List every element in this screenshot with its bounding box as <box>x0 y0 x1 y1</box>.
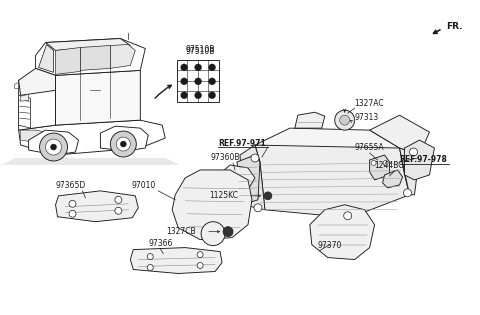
Polygon shape <box>399 148 420 195</box>
Circle shape <box>404 189 411 197</box>
Polygon shape <box>370 115 430 155</box>
Circle shape <box>39 133 68 161</box>
Polygon shape <box>29 130 78 155</box>
Circle shape <box>46 139 61 155</box>
Polygon shape <box>36 38 145 75</box>
Text: 97370: 97370 <box>318 241 342 249</box>
Text: 97655A: 97655A <box>355 143 384 152</box>
Circle shape <box>110 131 136 157</box>
Polygon shape <box>255 128 399 162</box>
Polygon shape <box>19 75 56 130</box>
Circle shape <box>197 262 203 268</box>
Circle shape <box>194 92 202 99</box>
Circle shape <box>69 200 76 207</box>
Circle shape <box>209 78 216 85</box>
Text: 97360B: 97360B <box>210 153 240 162</box>
Polygon shape <box>310 205 374 260</box>
Polygon shape <box>15 82 19 88</box>
Circle shape <box>50 144 57 150</box>
Circle shape <box>147 254 153 260</box>
Circle shape <box>115 207 122 214</box>
Circle shape <box>194 64 202 71</box>
Text: 97510B: 97510B <box>185 45 215 54</box>
Circle shape <box>69 210 76 217</box>
Text: 97366: 97366 <box>148 238 173 248</box>
Text: 97313: 97313 <box>355 113 379 122</box>
Circle shape <box>209 92 216 99</box>
Text: 97010: 97010 <box>132 181 156 190</box>
Circle shape <box>335 110 355 130</box>
Polygon shape <box>38 44 54 72</box>
Polygon shape <box>295 112 325 128</box>
Circle shape <box>371 160 376 165</box>
Polygon shape <box>405 140 434 180</box>
Circle shape <box>115 196 122 203</box>
Text: 1327CB: 1327CB <box>167 227 196 236</box>
Circle shape <box>180 78 188 85</box>
Circle shape <box>201 222 225 246</box>
Polygon shape <box>110 44 135 68</box>
Text: 1125KC: 1125KC <box>209 191 238 200</box>
Text: 97365D: 97365D <box>56 181 86 190</box>
Polygon shape <box>46 38 130 50</box>
Polygon shape <box>237 155 260 205</box>
Polygon shape <box>100 126 148 151</box>
Polygon shape <box>370 155 390 180</box>
Circle shape <box>344 212 352 220</box>
Polygon shape <box>56 191 138 222</box>
Polygon shape <box>215 165 255 192</box>
Polygon shape <box>0 158 180 165</box>
Text: 97510B: 97510B <box>185 48 215 56</box>
Circle shape <box>180 64 188 71</box>
Circle shape <box>254 204 262 212</box>
Text: 1327AC: 1327AC <box>355 99 384 108</box>
Text: 1244BG: 1244BG <box>374 161 405 170</box>
Polygon shape <box>19 120 165 155</box>
Circle shape <box>251 154 259 162</box>
Circle shape <box>209 64 216 71</box>
Circle shape <box>223 227 233 237</box>
Polygon shape <box>130 248 222 273</box>
Circle shape <box>120 141 126 147</box>
Text: REF.97-978: REF.97-978 <box>399 156 447 164</box>
Circle shape <box>147 265 153 271</box>
Circle shape <box>383 160 388 165</box>
Polygon shape <box>56 70 140 125</box>
Polygon shape <box>255 145 409 218</box>
Circle shape <box>116 137 130 151</box>
Polygon shape <box>81 45 110 70</box>
Text: REF.97-971: REF.97-971 <box>218 139 266 147</box>
Polygon shape <box>56 48 81 74</box>
Polygon shape <box>172 170 252 240</box>
Polygon shape <box>240 145 265 210</box>
Circle shape <box>197 252 203 258</box>
Circle shape <box>264 192 272 200</box>
Circle shape <box>409 148 418 156</box>
Polygon shape <box>19 95 31 128</box>
Polygon shape <box>177 60 219 102</box>
Polygon shape <box>19 68 56 95</box>
Circle shape <box>180 92 188 99</box>
Polygon shape <box>21 130 50 143</box>
Polygon shape <box>383 170 403 188</box>
Circle shape <box>340 115 350 125</box>
Text: FR.: FR. <box>446 22 463 31</box>
Polygon shape <box>21 94 29 101</box>
Circle shape <box>194 78 202 85</box>
